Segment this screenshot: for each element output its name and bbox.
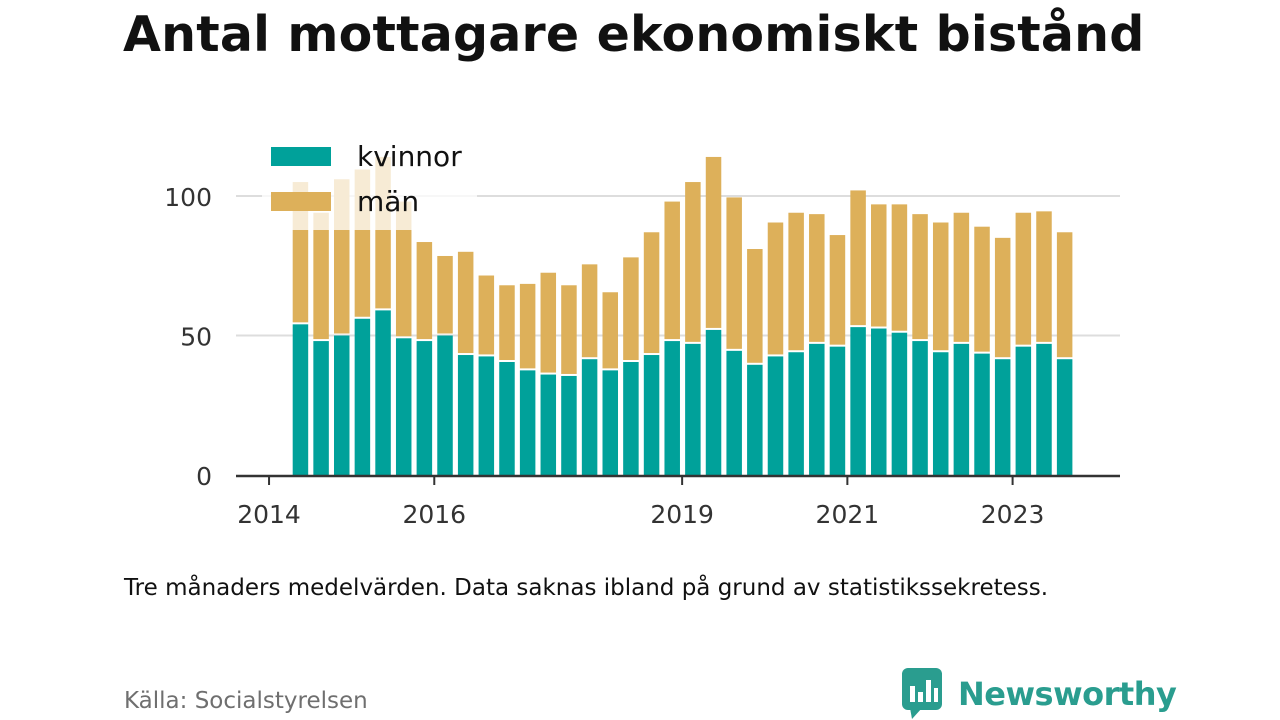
bar-man: [788, 212, 804, 351]
bar-man: [871, 204, 887, 327]
bar-kvinnor: [581, 359, 598, 475]
bar-man: [519, 283, 536, 369]
bar-kvinnor: [643, 355, 660, 475]
bar-kvinnor: [664, 341, 680, 475]
bar-kvinnor: [478, 356, 495, 475]
bar-kvinnor: [333, 335, 350, 475]
bar-kvinnor: [974, 353, 990, 475]
bar-kvinnor: [767, 356, 784, 475]
bar-man: [416, 242, 433, 340]
x-tick-label: 2016: [402, 500, 466, 529]
x-tick-label: 2014: [237, 500, 301, 529]
bar-kvinnor: [829, 346, 846, 475]
x-tick-label: 2023: [981, 500, 1045, 529]
bar-man: [540, 272, 557, 373]
legend-label: kvinnor: [357, 140, 462, 173]
bar-kvinnor: [788, 352, 804, 475]
bar-kvinnor: [437, 335, 453, 475]
bar-man: [747, 249, 763, 363]
bar-kvinnor: [313, 341, 329, 475]
bar-kvinnor: [912, 341, 928, 475]
bar-man: [1056, 232, 1073, 358]
bar-kvinnor: [457, 355, 474, 475]
legend-label: män: [357, 185, 419, 218]
legend-background: [262, 130, 477, 230]
legend: kvinnor män: [262, 130, 477, 230]
bar-man: [457, 251, 474, 354]
bar-man: [561, 285, 577, 374]
bar-kvinnor: [1015, 346, 1032, 475]
bar-kvinnor: [747, 364, 763, 475]
bar-man: [705, 156, 722, 328]
bar-kvinnor: [891, 332, 908, 475]
legend-swatch: [271, 192, 331, 211]
bars: [292, 156, 1073, 475]
bar-man: [891, 204, 908, 331]
bar-man: [623, 257, 639, 361]
bar-man: [437, 255, 453, 334]
bar-kvinnor: [685, 343, 701, 475]
bar-kvinnor: [871, 328, 887, 475]
bar-kvinnor: [1056, 359, 1073, 475]
bar-kvinnor: [705, 329, 722, 475]
bar-man: [809, 214, 825, 342]
bar-man: [664, 201, 680, 340]
x-tick-label: 2019: [650, 500, 714, 529]
bar-kvinnor: [726, 350, 742, 475]
bar-chart-speech-bubble-icon: [902, 668, 942, 719]
bar-kvinnor: [809, 343, 825, 475]
y-tick-label: 100: [164, 183, 212, 212]
bar-man: [974, 226, 990, 352]
bar-man: [581, 264, 598, 358]
bar-man: [313, 212, 329, 340]
logo-wordmark: Newsworthy: [958, 675, 1177, 713]
newsworthy-logo: Newsworthy: [902, 668, 1177, 720]
bar-kvinnor: [561, 375, 577, 475]
chart-note: Tre månaders medelvärden. Data saknas ib…: [124, 575, 1049, 601]
bar-kvinnor: [354, 318, 371, 475]
bar-kvinnor: [623, 362, 639, 475]
bar-man: [953, 212, 970, 342]
bar-man: [643, 232, 660, 354]
bar-man: [499, 285, 515, 361]
bar-kvinnor: [953, 343, 970, 475]
bar-kvinnor: [395, 338, 412, 475]
source-text: Källa: Socialstyrelsen: [124, 688, 368, 714]
chart-title: Antal mottagare ekonomiskt bistånd: [123, 6, 1145, 63]
bar-man: [850, 190, 866, 326]
bar-man: [912, 214, 928, 340]
bar-man: [478, 275, 495, 355]
bar-kvinnor: [375, 310, 391, 475]
bar-kvinnor: [292, 324, 309, 475]
bar-kvinnor: [519, 370, 536, 475]
bar-man: [602, 292, 619, 369]
bar-man: [994, 237, 1011, 358]
bar-kvinnor: [1036, 343, 1052, 475]
bar-man: [829, 235, 846, 345]
bar-man: [726, 197, 742, 349]
bar-man: [685, 182, 701, 342]
bar-kvinnor: [602, 370, 619, 475]
legend-swatch: [271, 147, 331, 166]
bar-kvinnor: [499, 362, 515, 475]
bar-kvinnor: [540, 374, 557, 475]
bar-kvinnor: [416, 341, 433, 475]
bar-kvinnor: [994, 359, 1011, 475]
y-tick-label: 0: [196, 462, 212, 491]
bar-man: [1036, 211, 1052, 342]
bar-man: [395, 201, 412, 337]
bar-man: [932, 222, 949, 351]
bar-kvinnor: [932, 352, 949, 475]
x-tick-label: 2021: [816, 500, 880, 529]
axes: 0 50 100 2014 2016 2019 2021 2023: [164, 183, 1120, 529]
y-tick-label: 50: [180, 323, 212, 352]
bar-man: [767, 222, 784, 355]
bar-kvinnor: [850, 327, 866, 475]
bar-man: [1015, 212, 1032, 345]
